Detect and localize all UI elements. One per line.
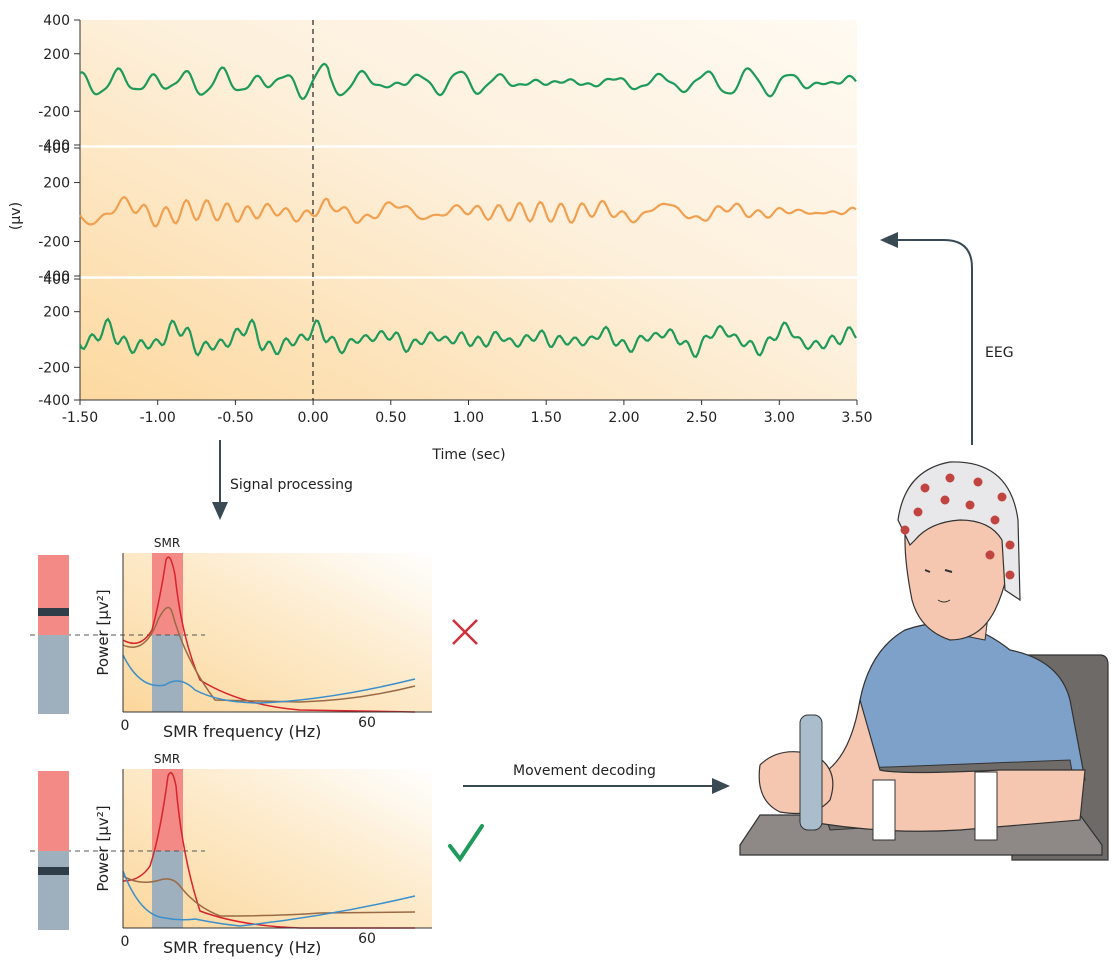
x-tick-label: 2.00 xyxy=(608,410,639,426)
y-tick-label: 200 xyxy=(43,176,70,192)
x-tick-label: 60 xyxy=(358,931,376,947)
arrow xyxy=(882,240,972,445)
y-tick-label: -200 xyxy=(38,104,70,120)
arrow-label: Signal processing xyxy=(230,477,353,493)
x-tick-label: -1.50 xyxy=(62,410,98,426)
arrow-label: EEG xyxy=(985,345,1014,361)
eeg-x-label: Time (sec) xyxy=(431,447,505,463)
bar-upper xyxy=(38,555,69,635)
bar-marker xyxy=(38,608,69,616)
x-tick-label: 3.00 xyxy=(764,410,795,426)
x-axis-label: SMR frequency (Hz) xyxy=(163,722,321,741)
x-tick-label: 3.50 xyxy=(841,410,872,426)
y-tick-label: -400 xyxy=(38,393,70,409)
x-tick-label: 0.00 xyxy=(298,410,329,426)
x-tick-label: 0.50 xyxy=(375,410,406,426)
bar-lower xyxy=(38,635,69,714)
y-axis-label: Power [µv²] xyxy=(94,589,112,675)
band-label: SMR xyxy=(154,752,180,766)
bar-marker xyxy=(38,867,69,875)
spectrum-panel: SMR Power [µv²] SMR frequency (Hz) 0 60 xyxy=(30,536,432,741)
person-illustration xyxy=(740,462,1108,860)
cross-icon xyxy=(453,620,477,644)
arrow-label: Movement decoding xyxy=(513,763,656,779)
y-axis-label: Power [µv²] xyxy=(94,805,112,891)
figure: (µv) Time (sec) Signal processing EEG Mo… xyxy=(0,0,1115,961)
x-tick-label: 0 xyxy=(121,934,130,950)
bar-upper xyxy=(38,771,69,851)
spectra: SMR Power [µv²] SMR frequency (Hz) 0 60 SMR Po… xyxy=(30,536,432,957)
eeg-y-label: (µv) xyxy=(8,202,24,230)
spectrum-panel: SMR Power [µv²] SMR frequency (Hz) 0 60 xyxy=(30,752,432,957)
y-tick-label: 400 xyxy=(43,272,70,288)
y-tick-label: 400 xyxy=(43,141,70,157)
y-tick-label: 400 xyxy=(43,13,70,29)
band-label: SMR xyxy=(154,536,180,550)
x-tick-label: 1.50 xyxy=(531,410,562,426)
x-tick-label: -1.00 xyxy=(140,410,176,426)
y-tick-label: 200 xyxy=(43,47,70,63)
y-tick-label: 200 xyxy=(43,305,70,321)
check-icon xyxy=(450,826,482,859)
y-tick-label: -200 xyxy=(38,234,70,250)
x-axis-label: SMR frequency (Hz) xyxy=(163,938,321,957)
x-tick-label: 2.50 xyxy=(686,410,717,426)
x-tick-label: 60 xyxy=(358,715,376,731)
page: { "eeg_panel": { "y_axis_label": "(µv)",… xyxy=(0,0,1115,961)
bar-lower xyxy=(38,851,69,930)
y-tick-label: -200 xyxy=(38,360,70,376)
smr-band-lower xyxy=(152,635,183,712)
x-tick-label: 1.00 xyxy=(453,410,484,426)
x-tick-label: 0 xyxy=(121,718,130,734)
x-tick-label: -0.50 xyxy=(217,410,253,426)
